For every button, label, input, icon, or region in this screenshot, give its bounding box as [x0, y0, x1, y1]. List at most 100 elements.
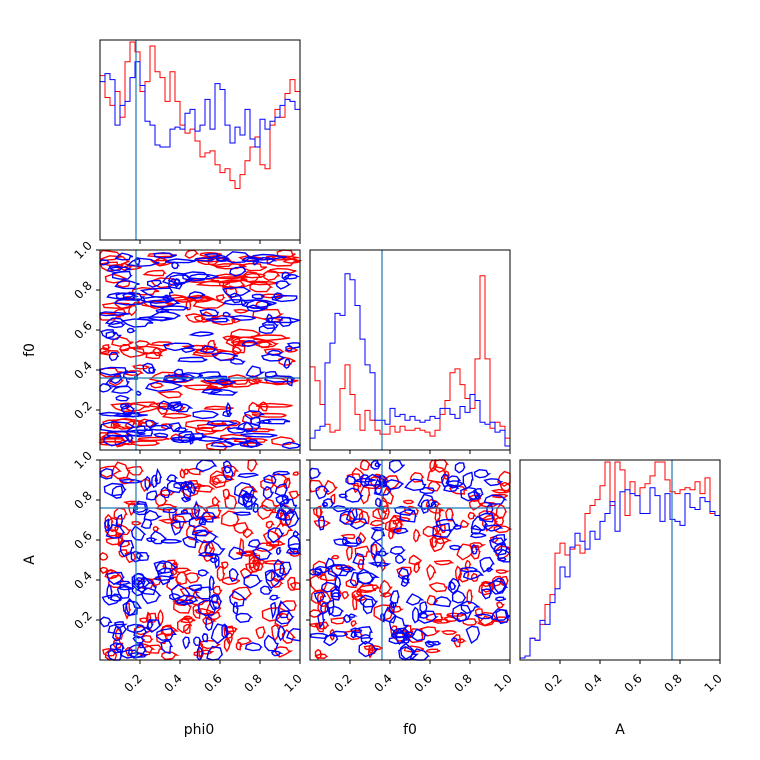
contour-loop	[185, 299, 192, 311]
contour-loop	[473, 468, 492, 479]
contour-loop	[172, 402, 194, 413]
contour-loop	[432, 596, 452, 608]
contour-loop	[271, 294, 298, 303]
contour-loop	[388, 527, 401, 534]
contour-loop	[221, 623, 229, 639]
contour-loop	[324, 557, 336, 571]
contour-loop	[382, 606, 398, 624]
contour-loop	[104, 317, 125, 326]
contour-loop	[277, 624, 287, 642]
contour-loop	[460, 519, 470, 528]
contour-loop	[237, 489, 251, 506]
x-tick-label: 0.2	[541, 671, 564, 694]
y-tick-label: 0.8	[71, 488, 94, 511]
contour-loop	[224, 494, 238, 510]
contour-loop	[333, 538, 352, 546]
contour-loop	[172, 426, 189, 433]
contour-loop	[237, 472, 259, 479]
contour-loop	[428, 582, 449, 593]
contour-loop	[338, 566, 357, 573]
contour-loop	[158, 400, 174, 410]
contour-loop	[117, 540, 131, 548]
contour-loop	[473, 613, 493, 620]
contour-loop	[271, 436, 296, 446]
contour-loop	[275, 495, 291, 505]
contour-loop	[457, 638, 467, 644]
x-tick-label: 0.8	[241, 671, 264, 694]
contour-loop	[145, 537, 158, 543]
contour-loop	[160, 538, 182, 544]
contour-loop	[419, 626, 441, 637]
contour-loop	[370, 460, 382, 470]
contour-loop	[180, 617, 196, 624]
contour-loop	[144, 475, 152, 492]
contour-loop	[445, 507, 455, 522]
contour-loop	[493, 543, 510, 556]
contour-loop	[181, 384, 218, 391]
contour-loop	[473, 487, 484, 501]
contour-loop	[345, 475, 357, 485]
contour-loop	[279, 561, 292, 576]
contour-loop	[209, 557, 219, 564]
contour-loop	[197, 569, 210, 577]
contour-loop	[124, 551, 138, 564]
contour-loop	[114, 435, 126, 448]
contour-loop	[222, 311, 232, 318]
contour-loop	[252, 559, 268, 565]
contour-loop	[334, 574, 342, 592]
contour-loop	[172, 599, 188, 607]
contour-loop	[181, 599, 195, 605]
x-tick-label: 0.6	[411, 671, 434, 694]
contour-loop	[348, 507, 364, 524]
contour-loop	[195, 426, 221, 436]
contour-loop	[126, 327, 137, 334]
contour-loop	[231, 586, 253, 601]
contour-loop	[111, 461, 131, 480]
contour-loop	[115, 292, 139, 301]
contour-loop	[283, 358, 292, 370]
contour-loop	[212, 585, 223, 595]
contour-loop	[164, 258, 196, 264]
contour-loop	[211, 495, 221, 507]
x-tick-label: 1.0	[701, 671, 724, 694]
contour-loop	[281, 629, 296, 644]
contour-loop	[466, 589, 473, 605]
contour-loop	[249, 280, 279, 286]
contour-loop	[449, 580, 457, 591]
contour-loop	[100, 467, 114, 480]
contour-loop	[201, 632, 209, 643]
contour-loop	[267, 349, 284, 357]
contour-loop	[171, 436, 203, 442]
contour-loop	[230, 328, 261, 339]
panel-hist-phi0	[99, 39, 301, 241]
contour-loop	[388, 515, 404, 531]
contour-loop	[114, 279, 140, 290]
contour-loop	[220, 510, 240, 527]
panel-phi0-A	[99, 459, 301, 661]
contour-loop	[196, 422, 232, 433]
contour-loop	[358, 640, 379, 658]
contour-loop	[412, 606, 421, 624]
contour-loop	[349, 571, 360, 587]
contour-loop	[288, 490, 301, 500]
contour-loop	[240, 299, 277, 310]
contour-loop	[404, 478, 427, 492]
contour-loop	[469, 532, 487, 539]
x-tick-label: 0.4	[581, 671, 604, 694]
x-tick-label: 0.2	[331, 671, 354, 694]
contour-loop	[177, 356, 208, 363]
contour-loop	[330, 588, 342, 601]
contour-loop	[225, 401, 232, 417]
contour-loop	[228, 567, 240, 583]
contour-loop	[431, 533, 439, 549]
contour-loop	[104, 518, 111, 532]
contour-loop	[199, 345, 218, 354]
contour-loop	[204, 539, 226, 556]
histogram-f0-red	[309, 275, 511, 450]
contour-loop	[413, 528, 421, 543]
contour-loop	[357, 531, 367, 544]
contour-loop	[146, 310, 181, 322]
contour-loop	[199, 251, 223, 258]
contour-loop	[122, 600, 143, 617]
contour-loop	[467, 511, 477, 520]
